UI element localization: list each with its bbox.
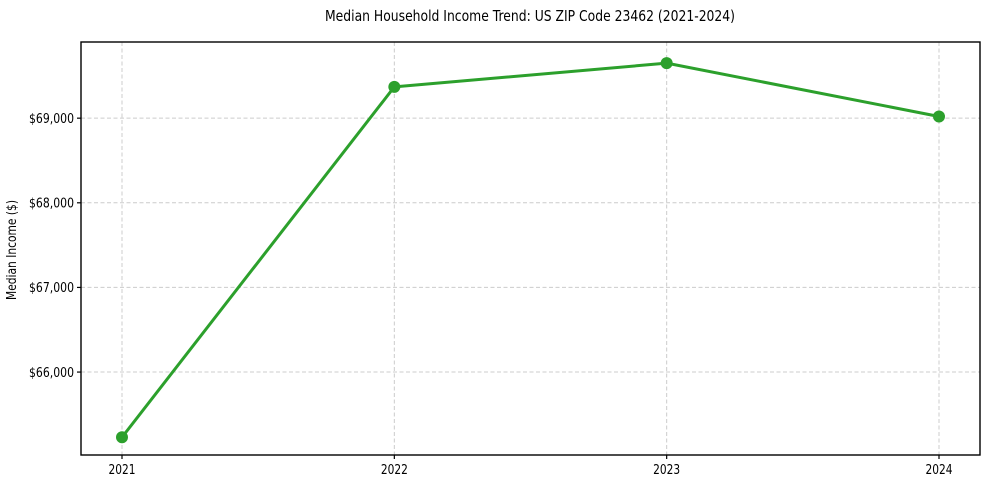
y-tick-label: $69,000 <box>29 111 74 127</box>
plot-border <box>80 41 981 456</box>
y-tick-label: $67,000 <box>29 280 74 296</box>
data-point <box>116 431 128 444</box>
x-tick-label: 2023 <box>653 462 680 478</box>
y-axis-label: Median Income ($) <box>5 200 20 300</box>
x-tick-label: 2021 <box>109 462 136 478</box>
trend-line <box>120 61 940 439</box>
chart-layer: 2021 2022 2023 2024 $66,000 $67,000 $68,000 $69… <box>29 41 981 478</box>
data-point <box>388 80 401 93</box>
data-point <box>933 110 945 123</box>
data-point <box>660 57 673 70</box>
y-tick-label: $66,000 <box>29 365 74 381</box>
x-tick-label: 2022 <box>381 462 408 478</box>
y-tick-label: $68,000 <box>29 196 74 212</box>
chart-title: Median Household Income Trend: US ZIP Co… <box>325 7 735 25</box>
x-tick-label: 2024 <box>926 462 953 478</box>
